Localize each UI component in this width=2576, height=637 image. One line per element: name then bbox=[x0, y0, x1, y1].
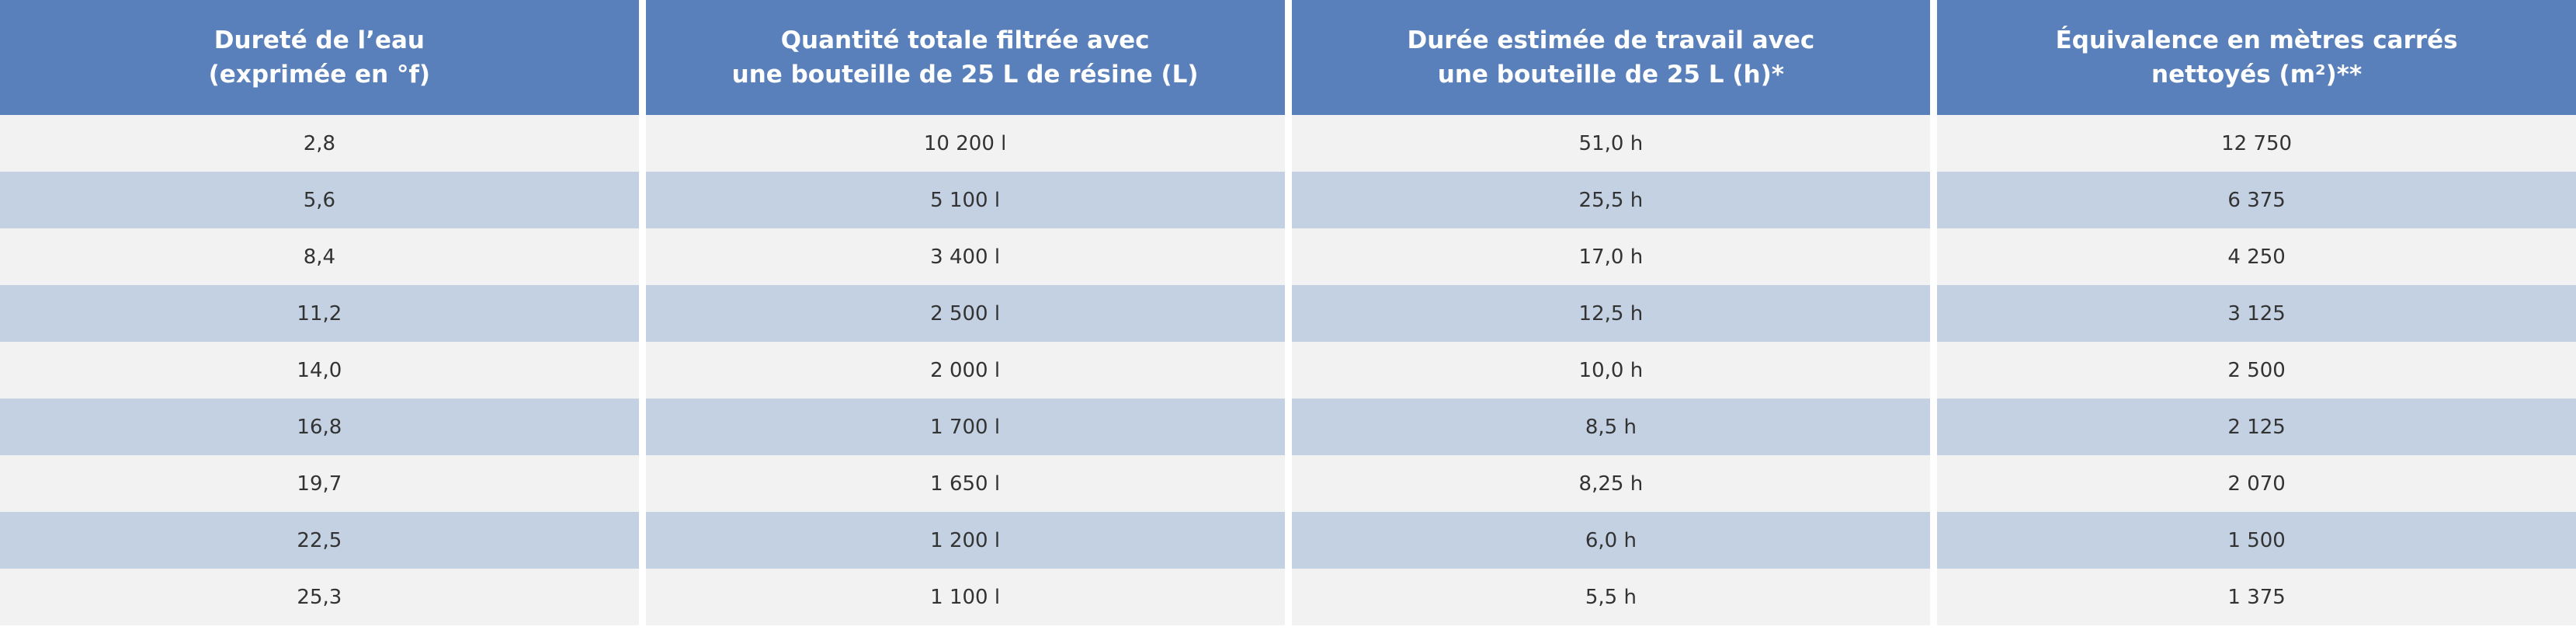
table-cell: 1 700 l bbox=[645, 399, 1285, 455]
table-cell: 2 000 l bbox=[645, 342, 1285, 399]
table-cell: 11,2 bbox=[0, 285, 639, 342]
table-cell: 5 100 l bbox=[645, 172, 1285, 228]
table-cell: 1 500 bbox=[1937, 512, 2576, 569]
table-cell: 2 070 bbox=[1937, 455, 2576, 512]
table-cell: 12,5 h bbox=[1291, 285, 1931, 342]
header-line: une bouteille de 25 L (h)* bbox=[1437, 61, 1784, 89]
table-cell: 2 500 bbox=[1937, 342, 2576, 399]
table-cell: 10 200 l bbox=[645, 115, 1285, 172]
table-cell: 4 250 bbox=[1937, 228, 2576, 285]
header-line: Dureté de l’eau bbox=[214, 26, 425, 54]
table-cell: 1 375 bbox=[1937, 569, 2576, 625]
table-cell: 19,7 bbox=[0, 455, 639, 512]
table-cell: 51,0 h bbox=[1291, 115, 1931, 172]
table-cell: 8,5 h bbox=[1291, 399, 1931, 455]
table-cell: 17,0 h bbox=[1291, 228, 1931, 285]
table-cell: 25,5 h bbox=[1291, 172, 1931, 228]
table-cell: 22,5 bbox=[0, 512, 639, 569]
header-line: Durée estimée de travail avec bbox=[1407, 26, 1815, 54]
table-cell: 8,4 bbox=[0, 228, 639, 285]
table-cell: 8,25 h bbox=[1291, 455, 1931, 512]
header-line: nettoyés (m²)** bbox=[2151, 61, 2362, 89]
table-cell: 25,3 bbox=[0, 569, 639, 625]
table-cell: 1 200 l bbox=[645, 512, 1285, 569]
header-cell: Dureté de l’eau (exprimée en °f) bbox=[0, 0, 639, 115]
table-cell: 12 750 bbox=[1937, 115, 2576, 172]
table-cell: 6 375 bbox=[1937, 172, 2576, 228]
table-cell: 1 100 l bbox=[645, 569, 1285, 625]
table-cell: 6,0 h bbox=[1291, 512, 1931, 569]
header-line: Quantité totale filtrée avec bbox=[780, 26, 1150, 54]
table-cell: 2,8 bbox=[0, 115, 639, 172]
header-line: (exprimée en °f) bbox=[208, 61, 431, 89]
table-cell: 5,6 bbox=[0, 172, 639, 228]
table-cell: 5,5 h bbox=[1291, 569, 1931, 625]
table-cell: 16,8 bbox=[0, 399, 639, 455]
table-cell: 3 125 bbox=[1937, 285, 2576, 342]
table-cell: 2 500 l bbox=[645, 285, 1285, 342]
table-cell: 1 650 l bbox=[645, 455, 1285, 512]
header-cell: Durée estimée de travail avec une bouteil… bbox=[1291, 0, 1931, 115]
header-cell: Équivalence en mètres carrés nettoyés (m²… bbox=[1937, 0, 2576, 115]
table-cell: 10,0 h bbox=[1291, 342, 1931, 399]
header-cell: Quantité totale filtrée avec une bouteill… bbox=[645, 0, 1285, 115]
header-line: une bouteille de 25 L de résine (L) bbox=[731, 61, 1199, 89]
table-cell: 2 125 bbox=[1937, 399, 2576, 455]
table-cell: 3 400 l bbox=[645, 228, 1285, 285]
header-line: Équivalence en mètres carrés bbox=[2055, 26, 2458, 54]
table-cell: 14,0 bbox=[0, 342, 639, 399]
